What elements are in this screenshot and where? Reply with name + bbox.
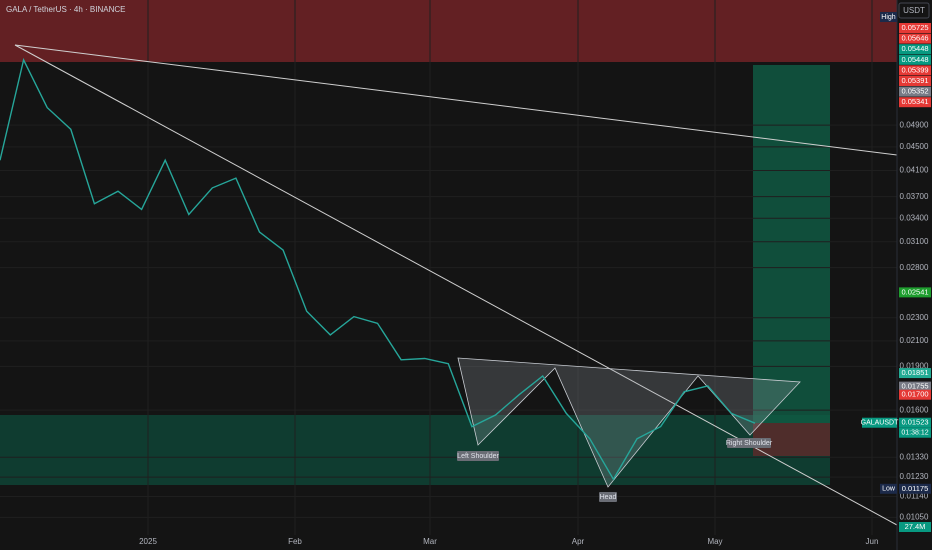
price-badge	[899, 287, 931, 298]
currency[interactable]: USDT	[903, 6, 925, 15]
y-tick-label: 0.02300	[900, 313, 929, 322]
pattern	[457, 357, 801, 488]
price-badge-label: 0.01523	[901, 418, 928, 427]
currency-button[interactable]	[898, 2, 930, 19]
x-tick-label: Apr	[572, 537, 585, 546]
volume-label: 27.4M	[905, 522, 926, 531]
stack-badge	[899, 76, 931, 86]
y-tick-label: 0.04900	[900, 120, 929, 129]
chart-title: GALA / TetherUS · 4h · BINANCE	[6, 5, 125, 14]
stack-label: 0.05399	[901, 65, 928, 74]
high-label: High	[881, 14, 896, 21]
annotation-box	[457, 451, 499, 461]
stack-label: 0.05391	[901, 76, 928, 85]
annotation: Left Shoulder	[457, 453, 499, 460]
resistance-zone	[0, 0, 897, 62]
grid	[0, 0, 897, 535]
stack-label: 0.05448	[901, 55, 928, 64]
x-tick-label: Mar	[423, 537, 437, 546]
price-badge-label: 0.01755	[901, 382, 928, 391]
y-tick-label: 0.02800	[900, 263, 929, 272]
stack-badge	[899, 33, 931, 44]
price-badge	[899, 483, 931, 494]
price-badge-label: 0.01851	[901, 368, 928, 377]
high-badge	[880, 12, 897, 22]
stack-label: 0.05725	[901, 23, 928, 32]
price-badge	[899, 389, 931, 400]
annotation: Head	[600, 494, 617, 501]
y-tick-label: 0.01050	[900, 513, 929, 522]
x-tick-label: May	[707, 537, 722, 546]
countdown: 01:38:12	[901, 430, 928, 437]
countdown-badge	[899, 427, 931, 438]
y-tick-label: 0.03700	[900, 192, 929, 201]
price-badge-label: 0.02541	[901, 287, 928, 296]
stack-badge	[899, 86, 931, 97]
price-badge	[899, 368, 931, 379]
price-badge	[899, 417, 931, 428]
stack-badge	[899, 65, 931, 76]
x-tick-label: 2025	[139, 537, 157, 546]
x-tick-label: Jun	[866, 537, 879, 546]
support-zone	[0, 415, 830, 485]
y-tick-label: 0.01900	[900, 362, 929, 371]
annotation-box	[599, 492, 617, 502]
x-tick-label: Feb	[288, 537, 302, 546]
price-line	[0, 57, 756, 481]
stack-badge	[899, 44, 931, 55]
trend-line	[14, 44, 898, 156]
price-badge-label: 0.01175	[902, 484, 929, 493]
stack-label: 0.05448	[901, 44, 928, 53]
y-tick-label: 0.04500	[900, 142, 929, 151]
low-badge	[880, 483, 897, 494]
y-tick-label: 0.02100	[900, 336, 929, 345]
y-tick-label: 0.01330	[900, 452, 929, 461]
y-tick-label: 0.03100	[900, 237, 929, 246]
stack-label: 0.05646	[901, 34, 928, 43]
annotation-box	[727, 438, 771, 448]
stack-badge	[899, 54, 931, 65]
symbol: GALAUSDT	[861, 420, 899, 427]
stack-label: 0.05341	[901, 97, 928, 106]
stack-badge	[899, 23, 931, 33]
y-tick-label: 0.04100	[900, 166, 929, 175]
volume-badge	[899, 522, 931, 532]
price-badge-label: 0.01700	[901, 390, 928, 399]
annotation: Right Shoulder	[726, 440, 773, 447]
y-tick-label: 0.03400	[900, 213, 929, 222]
plot	[0, 57, 756, 481]
price-badge	[899, 381, 931, 392]
y-tick-label: 0.01600	[900, 405, 929, 414]
y-tick-label: 0.01230	[900, 472, 929, 481]
y-tick-label: 0.01140	[900, 492, 929, 501]
low-label: Low	[882, 486, 896, 493]
target-box	[753, 65, 830, 423]
symbol-badge	[862, 417, 897, 428]
stack-badge	[899, 97, 931, 108]
stack-label: 0.05352	[901, 87, 928, 96]
